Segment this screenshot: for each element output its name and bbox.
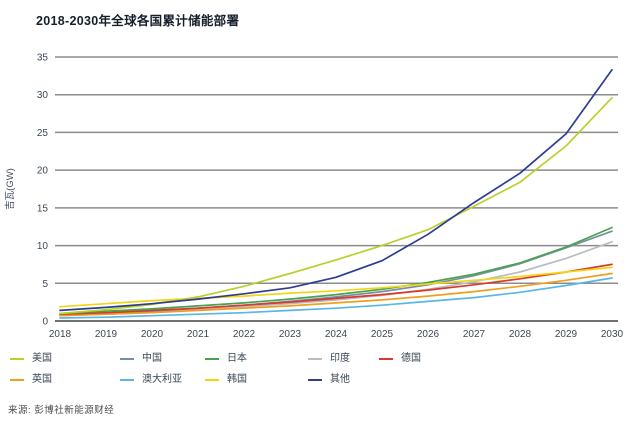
legend-label: 其他: [330, 374, 350, 385]
legend-item-其他: 其他: [308, 373, 379, 387]
legend-label: 韩国: [227, 374, 247, 385]
series-line-美国: [59, 96, 613, 315]
y-tick-label: 10: [37, 241, 49, 252]
legend-swatch-icon: [379, 358, 393, 360]
series-line-英国: [59, 272, 613, 317]
legend-item-印度: 印度: [308, 352, 379, 366]
y-tick-label: 0: [42, 317, 48, 328]
legend-label: 德国: [401, 353, 421, 364]
legend-item-德国: 德国: [379, 352, 632, 366]
legend-label: 英国: [32, 374, 52, 385]
x-tick-label: 2023: [279, 329, 302, 340]
series-line-其他: [59, 68, 613, 312]
y-tick-label: 30: [37, 90, 49, 101]
x-tick-label: 2027: [463, 329, 486, 340]
legend-swatch-icon: [10, 358, 24, 360]
x-tick-label: 2030: [601, 329, 624, 340]
x-tick-label: 2025: [371, 329, 394, 340]
legend-label: 印度: [330, 353, 350, 364]
legend-item-韩国: 韩国: [205, 373, 308, 387]
series-line-澳大利亚: [59, 277, 613, 319]
legend-swatch-icon: [120, 358, 134, 360]
y-tick-label: 5: [42, 279, 48, 290]
legend-item-日本: 日本: [205, 352, 308, 366]
x-tick-label: 2018: [49, 329, 72, 340]
series-line-韩国: [59, 266, 613, 308]
legend-item-英国: 英国: [10, 373, 120, 387]
legend-swatch-icon: [308, 358, 322, 360]
legend-swatch-icon: [205, 358, 219, 360]
legend-swatch-icon: [120, 379, 134, 381]
legend-item-澳大利亚: 澳大利亚: [120, 373, 205, 387]
x-tick-label: 2024: [325, 329, 348, 340]
x-tick-label: 2021: [187, 329, 210, 340]
y-tick-label: 35: [37, 53, 49, 64]
legend-label: 日本: [227, 353, 247, 364]
legend: 美国 中国 日本 印度 德国英国 澳大利亚 韩国 其他: [0, 352, 632, 387]
x-tick-label: 2026: [417, 329, 440, 340]
legend-label: 中国: [142, 353, 162, 364]
y-axis-title: 吉瓦(GW): [5, 168, 16, 210]
legend-item-美国: 美国: [10, 352, 120, 366]
x-tick-label: 2028: [509, 329, 532, 340]
chart-area: 0 5 10 15 20 25 30 35 2018 2019 2020 2021 2022 2023 20…: [0, 40, 640, 353]
x-tick-label: 2029: [555, 329, 578, 340]
source-note: 来源: 彭博社新能源财经: [8, 405, 115, 416]
legend-item-中国: 中国: [120, 352, 205, 366]
x-tick-label: 2019: [95, 329, 118, 340]
legend-label: 美国: [32, 353, 52, 364]
series-line-日本: [59, 226, 613, 315]
x-tick-label: 2022: [233, 329, 256, 340]
legend-swatch-icon: [308, 379, 322, 381]
y-tick-label: 15: [37, 203, 49, 214]
legend-swatch-icon: [205, 379, 219, 381]
y-tick-label: 25: [37, 128, 49, 139]
x-tick-label: 2020: [141, 329, 164, 340]
legend-label: 澳大利亚: [142, 374, 182, 385]
series-line-德国: [59, 263, 613, 316]
chart-title: 2018-2030年全球各国累计储能部署: [36, 14, 240, 28]
y-tick-label: 20: [37, 166, 49, 177]
legend-swatch-icon: [10, 379, 24, 381]
